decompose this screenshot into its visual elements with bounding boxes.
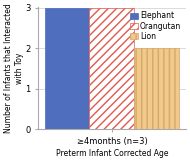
- Bar: [134, 48, 179, 129]
- X-axis label: Preterm Infant Corrected Age: Preterm Infant Corrected Age: [56, 149, 168, 158]
- Legend: Elephant, Orangutan, Lion: Elephant, Orangutan, Lion: [129, 11, 182, 41]
- Bar: [89, 8, 134, 129]
- Bar: [45, 8, 89, 129]
- Y-axis label: Number of Infants that Interacted
with Toy: Number of Infants that Interacted with T…: [4, 3, 24, 133]
